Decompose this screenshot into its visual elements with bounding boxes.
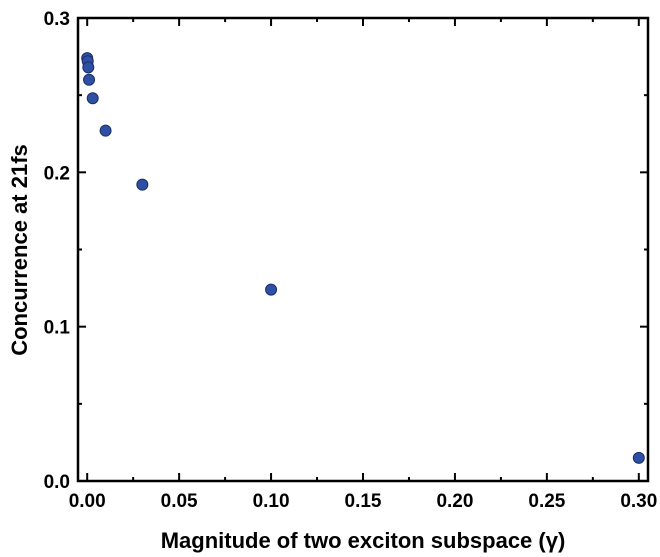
plot-frame: [76, 16, 650, 483]
data-points: [81, 52, 645, 464]
data-point: [83, 73, 96, 86]
x-tick-label: 0.00: [69, 491, 106, 512]
x-axis-ticks: 0.00 0.05 0.10 0.15 0.20 0.25 0.30: [69, 18, 657, 512]
data-point: [265, 283, 278, 296]
data-point: [82, 61, 95, 74]
y-axis-ticks: 0.0 0.1 0.2 0.3: [44, 9, 648, 493]
x-tick-label: 0.30: [620, 491, 657, 512]
y-axis-title: Concurrence at 21fs: [7, 144, 32, 356]
x-tick-label: 0.05: [161, 491, 198, 512]
x-axis-title: Magnitude of two exciton subspace (γ): [161, 528, 566, 553]
data-point: [136, 178, 149, 191]
y-tick-label: 0.2: [44, 163, 70, 184]
y-tick-label: 0.1: [44, 318, 71, 339]
data-point: [86, 92, 99, 105]
x-tick-label: 0.20: [436, 491, 473, 512]
data-point: [99, 124, 112, 137]
y-tick-label: 0.0: [44, 472, 70, 493]
x-tick-label: 0.10: [253, 491, 290, 512]
x-tick-label: 0.15: [345, 491, 382, 512]
y-tick-label: 0.3: [44, 9, 70, 30]
data-point: [632, 451, 645, 464]
x-tick-label: 0.25: [528, 491, 565, 512]
